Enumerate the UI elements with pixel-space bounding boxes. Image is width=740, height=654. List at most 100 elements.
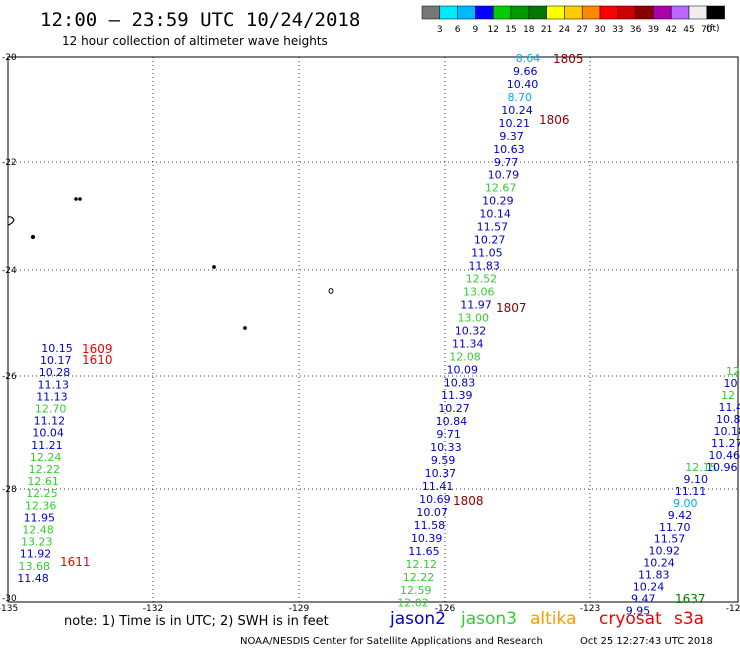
colorbar-swatch	[440, 6, 458, 19]
wave-height-label: 9.37	[499, 130, 524, 143]
wave-height-label: 12.24	[30, 451, 62, 464]
wave-height-label: 10.21	[499, 117, 531, 130]
time-tag-1805: 1805	[553, 52, 584, 66]
wave-height-label: 10.28	[39, 366, 71, 379]
plot-frame	[8, 57, 738, 602]
wave-height-label: 11.65	[408, 545, 440, 558]
axis-labels: -135-132-129-126-123-120-20-22-24-26-28-…	[0, 53, 740, 614]
wave-height-label: 10.83	[444, 376, 476, 389]
wave-height-label: 12.22	[403, 571, 435, 584]
lon-label: -120	[726, 604, 740, 614]
colorbar-swatch	[653, 6, 671, 19]
wave-height-label: 10.17	[40, 354, 72, 367]
wave-height-label: 11.13	[36, 390, 68, 403]
colorbar-swatch	[475, 6, 493, 19]
colorbar-label: 36	[630, 25, 642, 35]
wave-height-label: 9.77	[494, 156, 519, 169]
wave-height-label: 10.14	[479, 208, 511, 221]
wave-height-label: 11.05	[471, 247, 503, 260]
colorbar-label: 12	[487, 25, 498, 35]
colorbar-swatch	[600, 6, 618, 19]
wave-height-label: 10.40	[507, 78, 539, 91]
wave-height-label: 12.08	[449, 350, 481, 363]
wave-height-label: 11.97	[460, 298, 492, 311]
map-title: 12:00 – 23:59 UTC 10/24/2018	[40, 9, 360, 31]
time-tag-1610: 1610	[82, 353, 113, 367]
wave-height-label: 11.57	[477, 221, 509, 234]
colorbar-swatch	[458, 6, 476, 19]
legend-jason2: jason2	[389, 609, 446, 629]
wave-height-label: 13.00	[457, 311, 489, 324]
island-markers	[8, 198, 333, 330]
legend-s3a: s3a	[674, 609, 704, 629]
wave-height-label: 13.06	[463, 285, 495, 298]
legend-altika: altika	[530, 609, 577, 629]
colorbar-swatch	[511, 6, 529, 19]
colorbar-swatch	[636, 6, 654, 19]
lat-label: -24	[2, 266, 17, 276]
colorbar-label: 3	[437, 25, 443, 35]
lon-label: -135	[0, 604, 18, 614]
colorbar-swatch	[564, 6, 582, 19]
colorbar-label: 18	[523, 25, 535, 35]
colorbar-label: 15	[505, 25, 516, 35]
wave-height-label: 10.27	[438, 402, 470, 415]
lon-label: -132	[143, 604, 163, 614]
wave-height-label: 10.09	[447, 363, 479, 376]
wave-height-label: 11.58	[414, 519, 446, 532]
wave-height-label: 10.27	[474, 234, 506, 247]
colorbar-label: 33	[612, 25, 623, 35]
colorbar-swatch	[529, 6, 547, 19]
wave-height-label: 11.48	[17, 572, 49, 585]
colorbar-label: 30	[594, 25, 606, 35]
wave-height-label: 12.70	[35, 403, 67, 416]
lat-label: -20	[2, 53, 17, 63]
wave-height-label: 10.07	[416, 506, 448, 519]
time-tag-1611: 1611	[60, 555, 91, 569]
lon-label: -129	[289, 604, 310, 614]
wave-height-label: 10.29	[482, 195, 514, 208]
wave-height-label: 8.70	[508, 91, 533, 104]
colorbar-label: 39	[648, 25, 660, 35]
wave-height-label: 11.12	[34, 415, 66, 428]
wave-height-label: 12.59	[400, 584, 432, 597]
legend-jason3: jason3	[460, 609, 517, 629]
wave-height-label: 10.96	[706, 461, 738, 474]
colorbar-label: 6	[455, 25, 461, 35]
colorbar-label: 9	[473, 25, 479, 35]
legend-cryosat: cryosat	[599, 609, 662, 629]
lat-label: -26	[2, 372, 17, 382]
wave-height-label: 9.71	[436, 428, 461, 441]
wave-height-label: 10.69	[419, 493, 451, 506]
colorbar-swatch	[493, 6, 511, 19]
wave-height-label: 12.36	[25, 499, 57, 512]
wave-height-label: 10.15	[41, 342, 73, 355]
wave-height-label: 10.24	[501, 104, 533, 117]
wave-height-label: 10.04	[32, 427, 64, 440]
time-tag-1637: 1637	[675, 592, 706, 606]
wave-height-label: 12.52	[466, 272, 498, 285]
wave-height-label: 10.84	[436, 415, 468, 428]
wave-height-label: 10.33	[430, 441, 462, 454]
wave-height-label: 11.39	[441, 389, 473, 402]
lon-label: -123	[580, 604, 600, 614]
lat-label: -28	[2, 485, 17, 495]
colorbar-unit: (ft)	[706, 24, 720, 34]
wave-height-label: 9.59	[431, 454, 456, 467]
time-tag-1806: 1806	[539, 113, 570, 127]
footer-credit: NOAA/NESDIS Center for Satellite Applica…	[240, 636, 543, 647]
wave-height-label: 13.23	[21, 536, 53, 549]
track-1-labels: 8.649.6610.408.7010.2410.219.3710.639.77…	[397, 52, 540, 610]
time-tag-1807: 1807	[496, 301, 527, 315]
colorbar-swatch	[547, 6, 565, 19]
wave-height-label: 12.67	[485, 182, 517, 195]
colorbar-swatch	[707, 6, 725, 19]
colorbar-label: 24	[559, 25, 571, 35]
map-subtitle: 12 hour collection of altimeter wave hei…	[62, 34, 328, 48]
lat-label: -30	[2, 594, 17, 604]
colorbar-label: 21	[541, 25, 552, 35]
wave-height-label: 12.61	[27, 475, 59, 488]
wave-height-label: 10.32	[455, 324, 487, 337]
